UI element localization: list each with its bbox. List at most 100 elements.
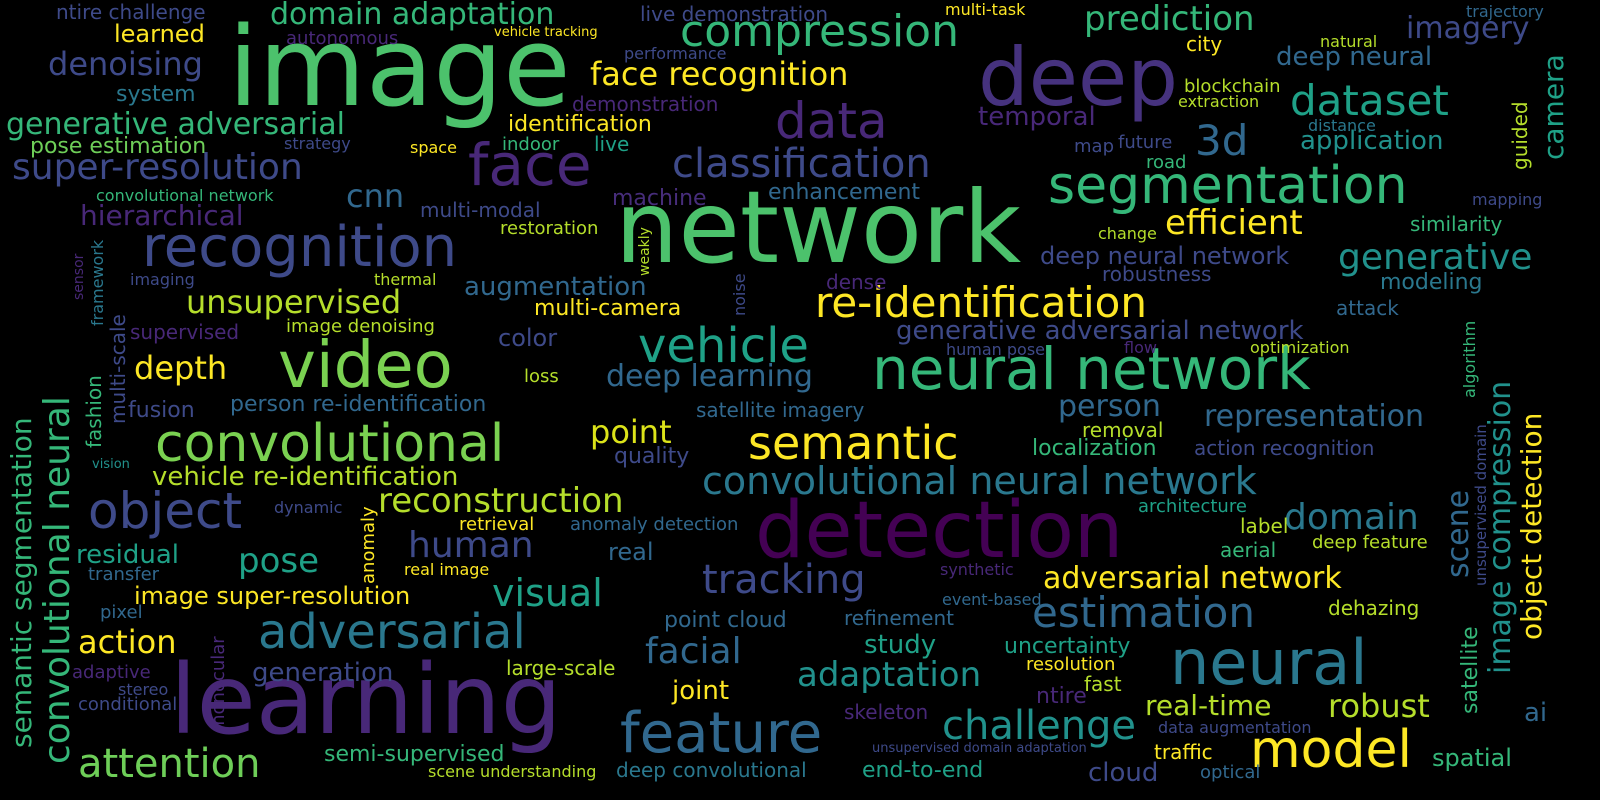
word-reconstruction: reconstruction: [378, 481, 624, 521]
word-network: network: [615, 169, 1022, 286]
word-neural: neural: [1170, 626, 1368, 699]
word-3d: 3d: [1195, 116, 1249, 165]
word-image-super-resolution: image super-resolution: [134, 582, 411, 610]
word-natural: natural: [1320, 32, 1378, 51]
word-action-recognition: action recognition: [1194, 436, 1375, 460]
word-deep-neural-network: deep neural network: [1040, 242, 1290, 270]
word-system: system: [116, 82, 196, 107]
word-conditional: conditional: [78, 694, 178, 715]
word-generative: generative: [1338, 237, 1533, 278]
word-representation: representation: [1204, 399, 1425, 434]
word-identification: identification: [508, 112, 652, 137]
word-pixel: pixel: [100, 602, 143, 623]
word-image: image: [228, 3, 571, 131]
word-re-identification: re-identification: [815, 278, 1148, 327]
word-robustness: robustness: [1102, 262, 1212, 286]
word-convolutional-neural-network: convolutional neural network: [702, 459, 1257, 503]
word-unsupervised: unsupervised: [186, 283, 402, 321]
word-indoor: indoor: [502, 134, 560, 155]
word-convolutional: convolutional: [155, 414, 505, 474]
word-loss: loss: [524, 366, 559, 387]
word-domain-adaptation: domain adaptation: [270, 0, 555, 32]
word-fashion: fashion: [82, 375, 106, 448]
word-robust: robust: [1328, 687, 1430, 725]
word-optical: optical: [1200, 762, 1261, 783]
word-super-resolution: super-resolution: [12, 147, 303, 188]
word-transfer: transfer: [88, 564, 160, 585]
word-demonstration: demonstration: [572, 92, 719, 116]
word-multi-modal: multi-modal: [420, 198, 541, 222]
word-data: data: [775, 92, 888, 150]
word-deep: deep: [978, 31, 1178, 124]
word-real-image: real image: [404, 560, 490, 579]
word-pose-estimation: pose estimation: [30, 134, 207, 159]
word-quality: quality: [614, 444, 690, 469]
word-adaptive: adaptive: [72, 662, 151, 683]
word-tracking: tracking: [702, 557, 866, 603]
word-synthetic: synthetic: [940, 560, 1014, 579]
word-generation: generation: [252, 658, 394, 688]
word-semantic: semantic: [748, 416, 959, 470]
word-spatial: spatial: [1432, 744, 1512, 772]
word-human-pose: human pose: [946, 340, 1046, 359]
word-attention: attention: [78, 741, 261, 787]
word-deep-neural: deep neural: [1276, 42, 1433, 72]
word-monocular: monocular: [208, 636, 229, 732]
word-sensor: sensor: [71, 253, 87, 300]
word-stereo: stereo: [118, 680, 169, 699]
word-detection: detection: [755, 486, 1124, 576]
word-localization: localization: [1032, 436, 1157, 461]
word-imagery: imagery: [1406, 11, 1530, 46]
word-efficient: efficient: [1165, 203, 1303, 243]
word-recognition: recognition: [142, 215, 458, 280]
word-real: real: [608, 538, 654, 566]
word-removal: removal: [1082, 418, 1164, 442]
word-extraction: extraction: [1178, 92, 1260, 111]
word-restoration: restoration: [500, 218, 599, 239]
word-blockchain: blockchain: [1184, 76, 1281, 97]
word-mapping: mapping: [1472, 190, 1543, 209]
word-multi-camera: multi-camera: [534, 296, 682, 321]
word-learning: learning: [170, 644, 562, 756]
word-unsupervised-domain-adaptation: unsupervised domain adaptation: [872, 741, 1087, 756]
word-future: future: [1118, 132, 1173, 153]
word-adversarial: adversarial: [258, 604, 526, 660]
word-thermal: thermal: [374, 270, 437, 289]
word-similarity: similarity: [1410, 212, 1503, 236]
word-modeling: modeling: [1380, 270, 1483, 295]
word-guided: guided: [1508, 101, 1532, 170]
word-cnn: cnn: [346, 177, 405, 215]
word-person-re-identification: person re-identification: [230, 392, 487, 417]
word-refinement: refinement: [844, 606, 954, 630]
word-video: video: [278, 329, 453, 403]
word-dynamic: dynamic: [274, 498, 343, 517]
word-hierarchical: hierarchical: [80, 199, 244, 232]
word-model: model: [1250, 720, 1412, 780]
word-face-recognition: face recognition: [590, 55, 849, 93]
word-vehicle: vehicle: [638, 318, 809, 374]
word-architecture: architecture: [1138, 496, 1247, 517]
word-performance: performance: [624, 44, 727, 63]
word-semantic-segmentation: semantic segmentation: [5, 417, 38, 748]
word-denoising: denoising: [48, 45, 203, 83]
word-label: label: [1240, 514, 1289, 538]
word-facial: facial: [645, 631, 742, 672]
word-event-based: event-based: [942, 590, 1042, 609]
word-scene-understanding: scene understanding: [428, 762, 597, 781]
word-human: human: [408, 525, 534, 566]
word-dehazing: dehazing: [1328, 596, 1420, 620]
word-object: object: [88, 482, 243, 540]
word-challenge: challenge: [942, 703, 1137, 749]
word-domain: domain: [1284, 497, 1419, 538]
word-strategy: strategy: [284, 134, 351, 153]
word-ai: ai: [1524, 698, 1548, 728]
word-learned: learned: [114, 20, 205, 48]
word-aerial: aerial: [1220, 538, 1277, 562]
word-adversarial-network: adversarial network: [1043, 561, 1342, 596]
word-image-compression: image compression: [1483, 380, 1518, 674]
word-enhancement: enhancement: [768, 180, 921, 205]
word-unsupervised-domain: unsupervised domain: [1472, 424, 1490, 586]
word-study: study: [864, 630, 937, 660]
word-dense: dense: [826, 270, 887, 294]
